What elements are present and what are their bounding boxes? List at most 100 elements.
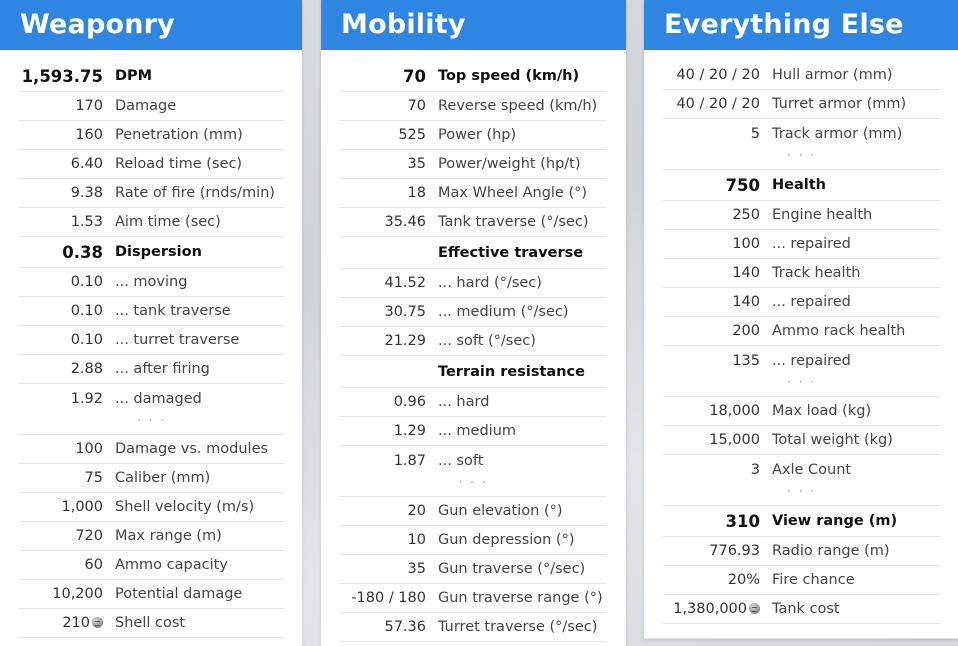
stat-value-text: 310 xyxy=(725,511,760,531)
stat-label: ... hard (°/sec) xyxy=(438,275,542,291)
stat-label: Track health xyxy=(772,265,861,281)
stat-value: 70 xyxy=(340,67,438,86)
stat-value: 750 xyxy=(663,176,772,195)
stat-value: 1,593.75 xyxy=(19,67,115,86)
stat-value: 3 xyxy=(663,462,772,478)
stat-label: Power (hp) xyxy=(438,127,517,143)
stat-row: 6.40 Reload time (sec) xyxy=(19,150,284,179)
stat-value-text: 170 xyxy=(75,98,103,114)
stat-value: 1.29 xyxy=(340,423,438,439)
stat-row: 100 ... repaired xyxy=(663,230,940,259)
stat-label: Top speed (km/h) xyxy=(438,68,580,84)
stat-label: Max Wheel Angle (°) xyxy=(438,185,588,201)
stat-label: Axle Count xyxy=(772,461,852,478)
stat-row: 21.29 ... soft (°/sec) xyxy=(340,327,606,356)
stat-value: 40 / 20 / 20 xyxy=(663,96,772,112)
stat-value-text: 70 xyxy=(407,98,426,114)
stat-value: 35 xyxy=(340,156,438,172)
stat-value: 100 xyxy=(663,236,772,252)
stat-value: 200 xyxy=(663,323,772,339)
stat-value-text: 0.10 xyxy=(70,274,103,290)
stat-label: Hull armor (mm) xyxy=(772,67,893,83)
stat-row: 140 Track health xyxy=(663,259,940,288)
stat-label: ... repaired xyxy=(772,352,851,369)
stat-label: Total weight (kg) xyxy=(772,432,893,448)
stat-value-text: 750 xyxy=(725,175,760,195)
stat-value: 720 xyxy=(19,528,115,544)
stat-row: Terrain resistance xyxy=(340,356,606,388)
stat-value-text: 35 xyxy=(407,561,426,577)
stat-value-text: 3 xyxy=(750,461,760,478)
stat-row: 20% Fire chance xyxy=(663,566,940,595)
stat-value: 5 xyxy=(663,126,772,142)
stat-label: Potential damage xyxy=(115,586,243,602)
stat-row: 2.88 ... after firing xyxy=(19,355,284,384)
stat-label: ... tank traverse xyxy=(115,303,231,319)
stat-label: ... moving xyxy=(115,274,188,290)
stat-value-text: 41.52 xyxy=(384,275,426,291)
stat-value: 35 xyxy=(340,561,438,577)
stat-row: 3 Axle Count xyxy=(663,455,940,484)
stat-label: Fire chance xyxy=(772,572,855,588)
stat-label: ... repaired xyxy=(772,236,851,252)
stat-label: Reload time (sec) xyxy=(115,156,243,172)
stat-value: 15,000 xyxy=(663,432,772,448)
stat-label: Gun traverse (°/sec) xyxy=(438,561,586,577)
stat-value-text: 40 / 20 / 20 xyxy=(676,67,760,83)
stat-row: 1.87 ... soft xyxy=(340,446,606,475)
stat-value-text: 100 xyxy=(732,236,760,252)
stat-row: 140 ... repaired xyxy=(663,288,940,317)
stat-row: 0.96 ... hard xyxy=(340,388,606,417)
stat-row: 70 Reverse speed (km/h) xyxy=(340,92,606,121)
stat-value: 140 xyxy=(663,265,772,281)
stat-label: Gun traverse range (°) xyxy=(438,590,603,606)
stat-row: 750 Health xyxy=(663,170,940,201)
stat-label: Caliber (mm) xyxy=(115,470,211,486)
stat-value: 35.46 xyxy=(340,214,438,230)
stat-value-text: 210 xyxy=(62,615,90,631)
stat-row: 40 / 20 / 20 Hull armor (mm) xyxy=(663,61,940,90)
stat-value-text: 1,380,000 xyxy=(673,601,747,617)
stat-label: ... medium xyxy=(438,423,517,439)
stat-value: 100 xyxy=(19,441,115,457)
stat-row: 1,380,000 Tank cost xyxy=(663,595,940,624)
stat-value-text: 0.96 xyxy=(393,394,426,410)
stat-value: 60 xyxy=(19,557,115,573)
stat-value-text: 0.38 xyxy=(62,242,103,262)
stat-value: 1,000 xyxy=(19,499,115,515)
stat-row: 1,000 Shell velocity (m/s) xyxy=(19,493,284,522)
stat-row: 100 Damage vs. modules xyxy=(19,435,284,464)
stat-value: 30.75 xyxy=(340,304,438,320)
stat-value-text: 5 xyxy=(750,125,760,142)
stat-value-text: 1.53 xyxy=(70,214,103,230)
stat-label: Penetration (mm) xyxy=(115,127,243,143)
stat-value: 135 xyxy=(663,353,772,369)
stat-label: Rate of fire (rnds/min) xyxy=(115,185,275,201)
stat-row: 0.10 ... moving xyxy=(19,268,284,297)
stat-label: Turret traverse (°/sec) xyxy=(438,619,598,635)
stat-value-text: -180 / 180 xyxy=(351,590,426,606)
mobility-rows: 70 Top speed (km/h) 70 Reverse speed (km/h)… xyxy=(340,61,606,642)
stat-label: DPM xyxy=(115,68,153,84)
stat-value: 10,200 xyxy=(19,586,115,602)
stat-label: ... soft xyxy=(438,452,484,469)
stat-value: 10 xyxy=(340,532,438,548)
stat-row: 5 Track armor (mm) xyxy=(663,119,940,148)
stat-value: 18,000 xyxy=(663,403,772,419)
stat-value-text: 1,000 xyxy=(61,499,103,515)
stat-value: 1.92 xyxy=(19,391,115,407)
stat-row: 1.53 Aim time (sec) xyxy=(19,208,284,237)
stat-row: 40 / 20 / 20 Turret armor (mm) xyxy=(663,90,940,119)
stat-value: 1,380,000 xyxy=(663,601,772,617)
stat-label: Dispersion xyxy=(115,244,202,260)
mobility-panel: Mobility 70 Top speed (km/h) 70 Reverse spe… xyxy=(321,0,626,646)
stat-value-text: 140 xyxy=(732,265,760,281)
stat-label: Max range (m) xyxy=(115,528,222,544)
stat-value: 9.38 xyxy=(19,185,115,201)
stat-row: 9.38 Rate of fire (rnds/min) xyxy=(19,179,284,208)
stat-row: 1.29 ... medium xyxy=(340,417,606,446)
stat-value-text: 35 xyxy=(407,156,426,172)
stat-value: 0.10 xyxy=(19,274,115,290)
stat-label: Ammo capacity xyxy=(115,557,228,573)
more-separator: · · · xyxy=(663,484,940,506)
